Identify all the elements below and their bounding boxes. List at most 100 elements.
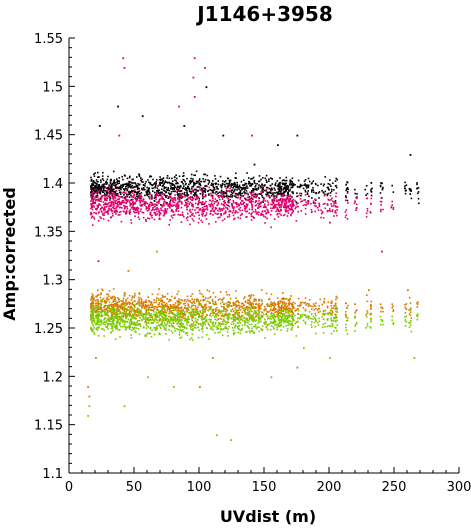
data-point	[105, 324, 107, 326]
data-point	[220, 325, 222, 327]
data-point	[311, 324, 313, 326]
data-point	[305, 201, 307, 203]
data-point	[213, 303, 215, 305]
data-point	[90, 299, 92, 301]
data-point	[117, 302, 119, 304]
data-point	[160, 318, 162, 320]
data-point	[148, 189, 150, 191]
data-point	[327, 187, 329, 189]
data-point	[232, 321, 234, 323]
data-point	[117, 205, 119, 207]
data-point	[203, 208, 205, 210]
data-point	[92, 324, 94, 326]
y-tick-label: 1.45	[34, 129, 63, 144]
data-point	[293, 307, 295, 309]
data-point	[256, 327, 258, 329]
data-point	[290, 295, 292, 297]
data-point	[255, 300, 257, 302]
data-point	[242, 325, 244, 327]
data-point	[260, 187, 262, 189]
data-point	[279, 307, 281, 309]
data-point	[133, 308, 135, 310]
data-point	[227, 216, 229, 218]
data-point	[206, 319, 208, 321]
data-point	[417, 193, 419, 195]
data-point	[129, 311, 131, 313]
data-point	[191, 174, 193, 176]
data-point	[187, 196, 189, 198]
data-points	[87, 57, 419, 441]
data-point	[366, 316, 368, 318]
data-point	[330, 314, 332, 316]
data-point	[130, 187, 132, 189]
data-point	[295, 206, 297, 208]
data-point	[163, 198, 165, 200]
data-point	[139, 305, 141, 307]
data-point	[100, 181, 102, 183]
data-point	[276, 311, 278, 313]
data-point	[127, 184, 129, 186]
data-point	[223, 207, 225, 209]
data-point	[330, 195, 332, 197]
data-point	[285, 183, 287, 185]
data-point	[167, 182, 169, 184]
data-point	[380, 324, 382, 326]
data-point	[258, 326, 260, 328]
data-point	[154, 200, 156, 202]
data-point	[168, 325, 170, 327]
data-point	[271, 325, 273, 327]
data-point	[167, 323, 169, 325]
data-point	[123, 320, 125, 322]
data-point	[117, 297, 119, 299]
data-point	[237, 193, 239, 195]
data-point	[306, 187, 308, 189]
data-point	[228, 183, 230, 185]
data-point	[100, 307, 102, 309]
data-point	[347, 305, 349, 307]
data-point	[196, 194, 198, 196]
data-point	[236, 184, 238, 186]
data-point	[233, 332, 235, 334]
data-point	[175, 302, 177, 304]
data-point	[152, 294, 154, 296]
data-point	[149, 175, 151, 177]
data-point	[331, 191, 333, 193]
data-point	[93, 327, 95, 329]
data-point	[406, 321, 408, 323]
data-point	[184, 307, 186, 309]
data-point	[315, 302, 317, 304]
data-point	[122, 301, 124, 303]
data-point	[181, 207, 183, 209]
data-point	[255, 326, 257, 328]
data-point	[102, 178, 104, 180]
data-point	[115, 300, 117, 302]
data-point	[117, 194, 119, 196]
data-point	[110, 183, 112, 185]
data-point	[311, 182, 313, 184]
data-point	[238, 322, 240, 324]
data-point	[267, 306, 269, 308]
data-point	[119, 324, 121, 326]
data-point	[288, 202, 290, 204]
data-point	[207, 301, 209, 303]
data-point	[284, 303, 286, 305]
data-point	[170, 193, 172, 195]
data-point	[95, 315, 97, 317]
data-point	[165, 329, 167, 331]
data-point	[233, 200, 235, 202]
data-point	[205, 179, 207, 181]
data-point	[393, 191, 395, 193]
data-point	[232, 206, 234, 208]
data-point	[226, 306, 228, 308]
data-point	[391, 185, 393, 187]
data-point	[265, 313, 267, 315]
data-point	[176, 206, 178, 208]
data-point	[218, 197, 220, 199]
data-point	[266, 192, 268, 194]
data-point	[190, 196, 192, 198]
data-point	[162, 304, 164, 306]
data-point	[345, 311, 347, 313]
data-point	[366, 198, 368, 200]
data-point	[347, 307, 349, 309]
data-point	[262, 177, 264, 179]
